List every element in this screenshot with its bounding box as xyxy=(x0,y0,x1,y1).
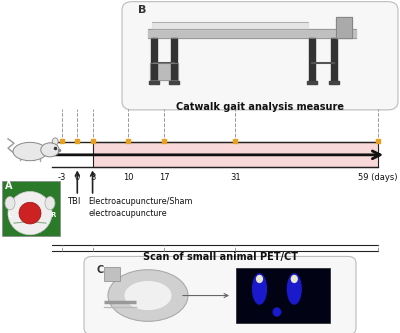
Text: A: A xyxy=(5,181,12,191)
FancyBboxPatch shape xyxy=(2,181,60,236)
Ellipse shape xyxy=(108,270,188,321)
Bar xyxy=(104,267,120,280)
Text: -3: -3 xyxy=(58,173,66,182)
Ellipse shape xyxy=(5,196,15,210)
Text: C: C xyxy=(96,265,103,275)
Ellipse shape xyxy=(13,142,47,161)
Text: Scan of small animal PET/CT: Scan of small animal PET/CT xyxy=(142,252,298,262)
Text: 17: 17 xyxy=(159,173,169,182)
Text: Catwalk gait analysis measure: Catwalk gait analysis measure xyxy=(176,102,344,112)
Text: 0: 0 xyxy=(75,173,80,182)
Text: R: R xyxy=(50,212,55,218)
Text: 59 (days): 59 (days) xyxy=(358,173,398,182)
Text: 10: 10 xyxy=(123,173,134,182)
FancyBboxPatch shape xyxy=(84,256,356,333)
Text: 3: 3 xyxy=(90,173,95,182)
Ellipse shape xyxy=(41,143,59,157)
Ellipse shape xyxy=(19,202,41,224)
Ellipse shape xyxy=(52,138,58,145)
Ellipse shape xyxy=(124,280,172,310)
Bar xyxy=(92,142,378,167)
Text: L: L xyxy=(7,212,12,218)
Ellipse shape xyxy=(45,196,55,210)
Ellipse shape xyxy=(8,191,52,235)
Text: 31: 31 xyxy=(230,173,241,182)
Text: B: B xyxy=(138,5,146,15)
Text: Electroacupuncture/Sham
electroacupuncture: Electroacupuncture/Sham electroacupunctu… xyxy=(88,197,193,218)
Ellipse shape xyxy=(272,307,281,317)
Ellipse shape xyxy=(256,275,263,283)
FancyBboxPatch shape xyxy=(122,2,398,110)
Ellipse shape xyxy=(252,273,267,305)
Ellipse shape xyxy=(291,275,298,283)
Ellipse shape xyxy=(287,273,302,305)
Bar xyxy=(236,268,330,323)
Text: TBI: TBI xyxy=(67,197,81,206)
